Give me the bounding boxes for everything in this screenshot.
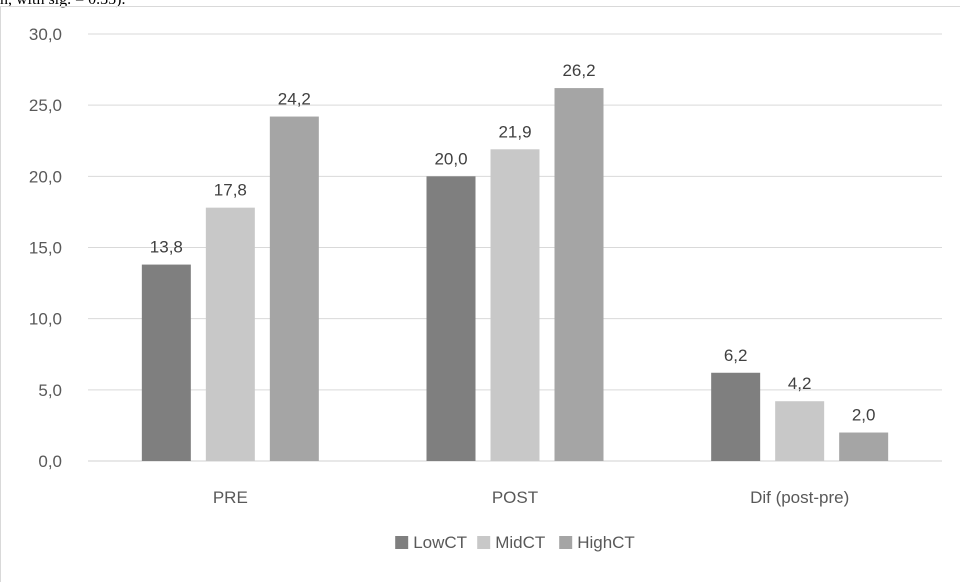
y-tick-label: 25,0 xyxy=(29,96,62,115)
data-label: 17,8 xyxy=(214,181,247,200)
y-axis-tick-labels: 0,0 5,0 10,0 15,0 20,0 25,0 30,0 xyxy=(29,25,62,471)
bar xyxy=(205,207,255,461)
data-labels: 13,8 17,8 24,2 20,0 21,9 26,2 6,2 4,2 2,0 xyxy=(150,61,876,424)
y-tick-label: 20,0 xyxy=(29,167,62,186)
bar xyxy=(839,432,889,461)
bar xyxy=(554,88,604,461)
data-label: 6,2 xyxy=(724,346,748,365)
y-tick-label: 0,0 xyxy=(38,452,62,471)
data-label: 13,8 xyxy=(150,238,183,257)
data-label: 2,0 xyxy=(852,406,876,425)
bars xyxy=(141,88,889,462)
caption-fragment: n, with sig. = 0.35). xyxy=(0,0,125,9)
legend-swatch xyxy=(559,536,573,549)
bar xyxy=(775,401,825,461)
legend: LowCT MidCT HighCT xyxy=(395,533,635,552)
data-label: 21,9 xyxy=(498,122,531,141)
x-tick-label: Dif (post-pre) xyxy=(750,488,849,507)
bar xyxy=(141,264,191,461)
bar xyxy=(426,176,476,462)
legend-swatch xyxy=(395,536,409,549)
data-label: 20,0 xyxy=(434,149,467,168)
data-label: 4,2 xyxy=(788,374,812,393)
data-label: 24,2 xyxy=(278,90,311,109)
y-tick-label: 30,0 xyxy=(29,25,62,44)
y-tick-label: 15,0 xyxy=(29,239,62,258)
y-tick-label: 5,0 xyxy=(38,381,62,400)
bar xyxy=(711,372,761,461)
y-tick-label: 10,0 xyxy=(29,310,62,329)
legend-label: MidCT xyxy=(495,533,545,552)
bar xyxy=(269,116,319,461)
legend-swatch xyxy=(477,536,491,549)
bar xyxy=(490,149,540,462)
chart-frame xyxy=(0,6,960,582)
x-tick-label: POST xyxy=(492,488,538,507)
x-tick-label: PRE xyxy=(213,488,248,507)
x-axis-tick-labels: PRE POST Dif (post-pre) xyxy=(213,488,849,507)
legend-label: LowCT xyxy=(413,533,467,552)
legend-label: HighCT xyxy=(577,533,635,552)
data-label: 26,2 xyxy=(562,61,595,80)
